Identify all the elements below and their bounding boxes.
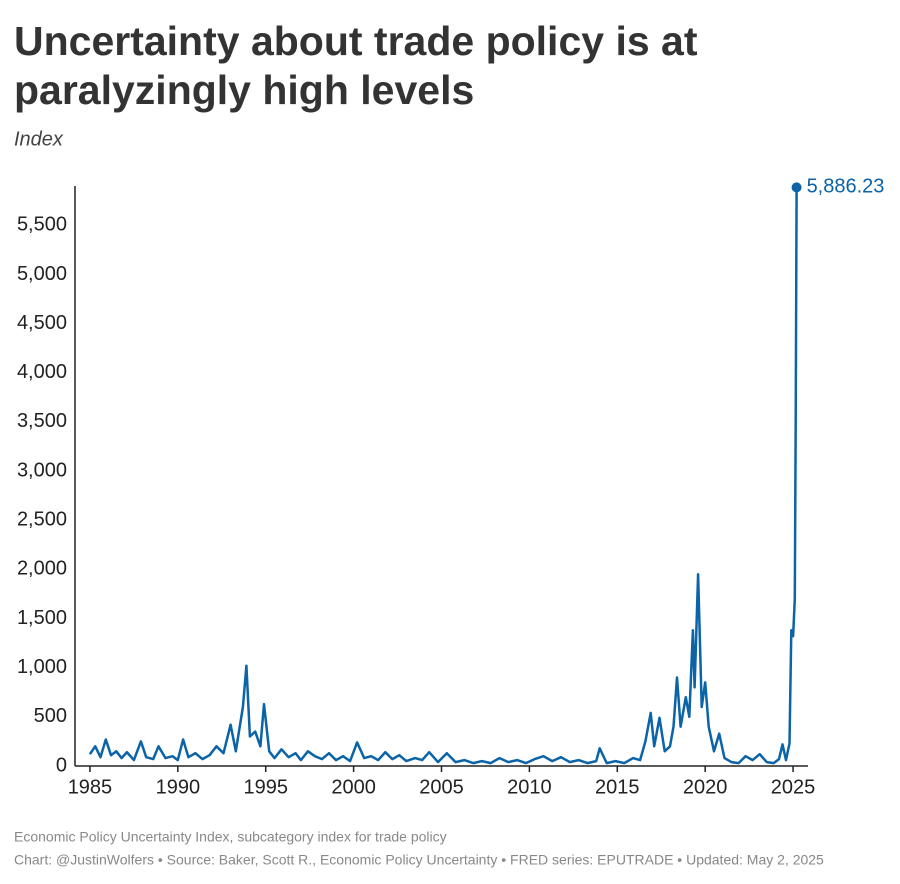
chart-title: paralyzingly high levels [14,67,474,113]
y-tick-label: 1,000 [17,656,67,678]
footer-note: Economic Policy Uncertainty Index, subca… [14,829,447,845]
y-tick-label: 4,500 [17,312,67,334]
y-tick-label: 3,500 [17,410,67,432]
end-point [791,182,802,193]
data-label: 5,886.23 [807,176,885,198]
y-tick-label: 4,000 [17,361,67,383]
y-tick-label: 5,000 [17,263,67,285]
y-tick-label: 2,500 [17,509,67,531]
y-tick-label: 500 [34,705,67,727]
x-tick-label: 2020 [683,776,728,798]
x-tick-label: 1995 [243,776,288,798]
x-tick-label: 1985 [68,776,113,798]
x-tick-label: 2000 [331,776,376,798]
data-line [88,187,798,765]
x-tick-label: 2005 [419,776,464,798]
y-tick-label: 2,000 [17,558,67,580]
footer-note: Chart: @JustinWolfers • Source: Baker, S… [14,852,824,868]
x-tick-label: 2015 [595,776,640,798]
chart-title: Uncertainty about trade policy is at [14,18,698,64]
x-tick-label: 2025 [771,776,816,798]
x-tick-label: 2010 [507,776,552,798]
chart-subtitle: Index [14,128,64,150]
y-tick-label: 3,000 [17,459,67,481]
y-tick-label: 0 [56,754,67,776]
y-tick-label: 5,500 [17,214,67,236]
y-tick-label: 1,500 [17,607,67,629]
x-tick-label: 1990 [156,776,201,798]
